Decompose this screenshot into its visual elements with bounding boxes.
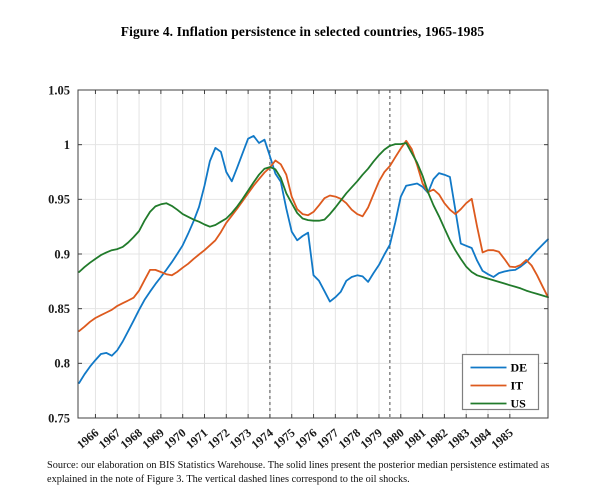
y-tick-label: 0.9	[54, 247, 70, 261]
figure-footnote: Source: our elaboration on BIS Statistic…	[47, 459, 565, 487]
legend-label-DE: DE	[511, 361, 528, 375]
series-line-US	[78, 142, 549, 299]
y-tick-label: 0.95	[48, 193, 70, 207]
y-tick-label: 1	[64, 138, 70, 152]
series-line-DE	[78, 134, 549, 384]
y-tick-label: 0.85	[48, 302, 70, 316]
x-tick-label: 1985	[488, 426, 515, 452]
footnote-line-1: Source: our elaboration on BIS Statistic…	[47, 460, 550, 471]
legend-label-IT: IT	[511, 379, 524, 393]
y-tick-label: 1.05	[48, 83, 70, 97]
y-tick-label: 0.8	[54, 357, 70, 371]
series-line-IT	[78, 139, 549, 333]
legend-box	[461, 353, 540, 411]
legend-label-US: US	[511, 397, 527, 411]
y-tick-label: 0.75	[48, 411, 70, 425]
figure-title: Figure 4. Inflation persistence in selec…	[120, 24, 485, 39]
footnote-line-2: explained in the note of Figure 3. The v…	[47, 474, 410, 486]
